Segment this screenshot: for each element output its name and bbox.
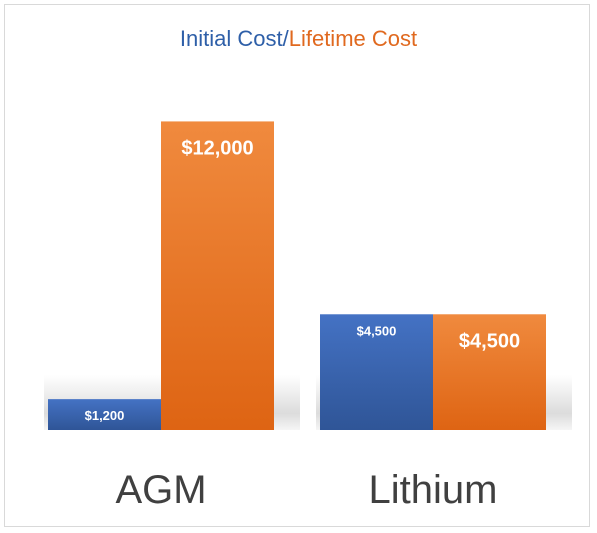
title-lifetime-cost: Lifetime Cost — [288, 26, 418, 51]
data-label-lifetime-cost-lithium: $4,500 — [459, 330, 520, 352]
chart-title: Initial Cost/Lifetime Cost — [0, 26, 597, 52]
category-label-lithium: Lithium — [369, 468, 498, 512]
bar-initial-cost-lithium — [320, 314, 433, 430]
data-label-lifetime-cost-agm: $12,000 — [181, 137, 253, 159]
bar-initial-cost-agm — [48, 399, 161, 430]
data-label-initial-cost-agm: $1,200 — [85, 408, 125, 423]
bar-lifetime-cost-lithium — [433, 314, 546, 430]
bar-lifetime-cost-agm — [161, 121, 274, 430]
chart-area — [4, 4, 590, 527]
category-label-agm: AGM — [115, 468, 206, 512]
title-initial-cost: Initial Cost — [179, 26, 283, 51]
data-label-initial-cost-lithium: $4,500 — [357, 323, 397, 338]
title-separator: / — [282, 26, 289, 51]
